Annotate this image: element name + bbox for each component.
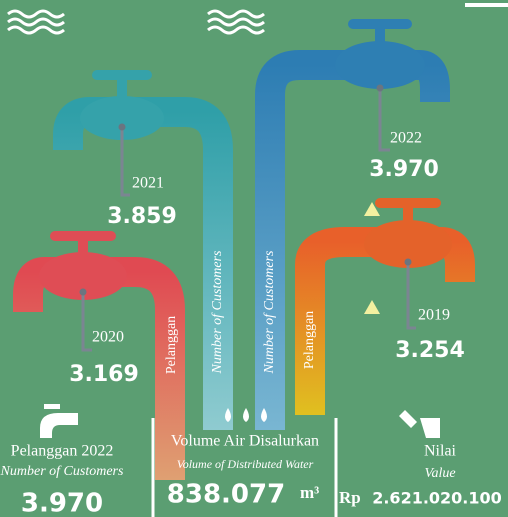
stat-value: 838.077 [167, 480, 285, 510]
value-label: 3.970 [369, 157, 439, 182]
pipe-label: Number of Customers [210, 250, 225, 374]
year-label: 2020 [92, 329, 124, 346]
year-label: 2019 [418, 307, 450, 324]
stat-value: 3.970 [21, 489, 103, 517]
value-label: 3.859 [107, 204, 177, 229]
stat-title: Volume Air Disalurkan [171, 433, 319, 450]
pipe-label: Number of Customers [262, 250, 277, 374]
stat-subtitle: Number of Customers [0, 464, 124, 479]
stat-subtitle: Value [424, 466, 455, 481]
wave-icons [8, 11, 264, 33]
stat-subtitle: Volume of Distributed Water [177, 457, 314, 471]
pipe-label: Pelanggan [164, 316, 179, 374]
stat-value: 2.621.020.100 [372, 489, 502, 508]
year-label: 2021 [132, 175, 164, 192]
stat-unit: m³ [300, 483, 319, 502]
value-label: 3.254 [395, 338, 465, 363]
stat-title: Nilai [424, 443, 457, 460]
year-label: 2022 [390, 130, 422, 147]
stat-prefix: Rp [339, 488, 361, 507]
value-label: 3.169 [69, 362, 139, 387]
stat-title: Pelanggan 2022 [11, 443, 114, 460]
infographic: 2021 3.859 2022 3.970 2020 3.169 2019 3.… [0, 0, 508, 517]
pipe-label: Pelanggan [302, 311, 317, 369]
